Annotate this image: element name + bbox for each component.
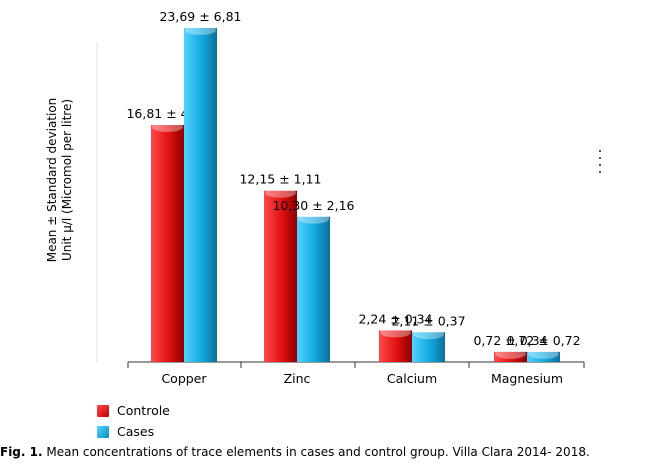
bar-highlight-controle-zinc <box>265 187 296 198</box>
bar-highlight-cases-calcium <box>413 329 444 340</box>
bar-cases-copper <box>184 28 217 362</box>
bar-controle-magnesium <box>494 351 527 362</box>
x-tick-label-copper: Copper <box>161 371 207 386</box>
data-label-cases-zinc: 10,30 ± 2,16 <box>272 198 354 213</box>
x-tick-label-magnesium: Magnesium <box>491 371 563 386</box>
legend-swatch-controle <box>97 404 109 417</box>
data-label-cases-magnesium: 0,72 ± 0,72 <box>506 333 580 348</box>
bar-highlight-cases-copper <box>185 25 216 35</box>
legend-label-cases: Cases <box>117 424 155 439</box>
data-label-controle-calcium: 2,24 ± 0,34 <box>358 311 432 326</box>
y-axis-label: Mean ± Standard deviation Unit µ/l (Micr… <box>40 60 80 300</box>
bar-cases-magnesium <box>527 351 560 362</box>
bar-controle-zinc <box>264 190 297 362</box>
legend-item-cases: Cases <box>97 421 170 442</box>
bar-highlight-cases-magnesium <box>528 348 559 359</box>
bar-highlight-controle-magnesium <box>495 348 526 359</box>
data-label-cases-calcium: 2,11 ± 0,37 <box>391 313 465 328</box>
figure-caption: Fig. 1. Mean concentrations of trace ele… <box>0 445 668 459</box>
data-label-cases-copper: 23,69 ± 6,81 <box>159 9 241 24</box>
bar-highlight-cases-zinc <box>298 213 329 224</box>
x-tick-label-zinc: Zinc <box>284 371 311 386</box>
figure-caption-text: Mean concentrations of trace elements in… <box>42 445 590 459</box>
bar-cases-calcium <box>412 332 445 362</box>
figure-caption-prefix: Fig. 1. <box>0 445 43 459</box>
data-label-controle-zinc: 12,15 ± 1,11 <box>239 172 321 187</box>
x-tick-label-calcium: Calcium <box>387 371 437 386</box>
ellipsis-marker <box>598 150 602 178</box>
legend-swatch-cases <box>97 425 109 438</box>
y-axis-label-line1: Mean ± Standard deviation <box>45 97 59 263</box>
data-label-controle-magnesium: 0,72 ± 0,34 <box>473 333 547 348</box>
bar-cases-zinc <box>297 216 330 362</box>
bar-highlight-controle-calcium <box>380 327 411 338</box>
legend-label-controle: Controle <box>117 403 170 418</box>
legend-item-controle: Controle <box>97 400 170 421</box>
bar-controle-copper <box>151 124 184 363</box>
y-axis-label-line2: Unit µ/l (Micromol per litre) <box>60 98 74 262</box>
bar-controle-calcium <box>379 330 412 362</box>
bar-highlight-controle-copper <box>152 121 183 132</box>
legend: Controle Cases <box>97 400 170 442</box>
